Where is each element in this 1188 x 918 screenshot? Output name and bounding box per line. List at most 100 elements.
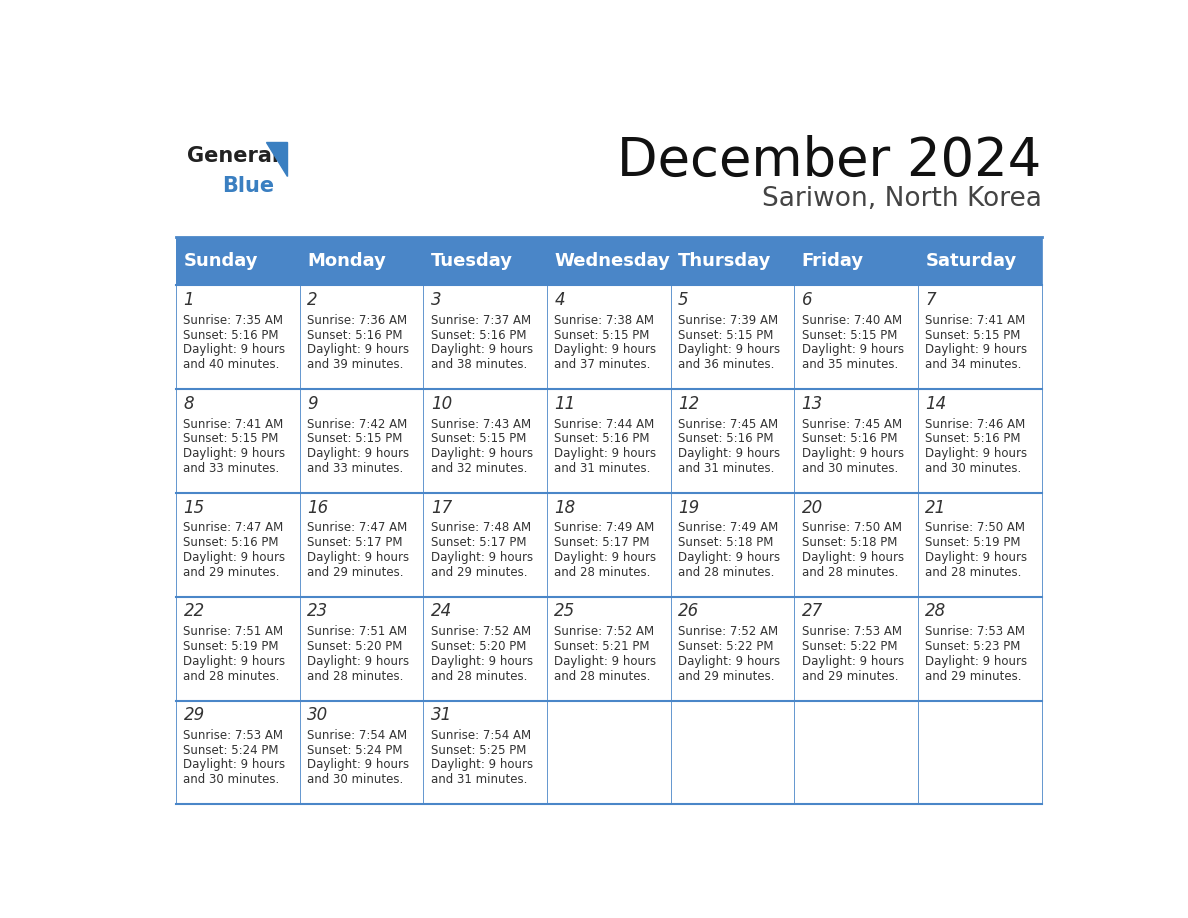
Text: Sunrise: 7:51 AM: Sunrise: 7:51 AM <box>183 625 284 638</box>
Text: and 37 minutes.: and 37 minutes. <box>555 358 651 371</box>
Bar <box>176 238 299 285</box>
Bar <box>795 493 918 597</box>
Text: Sunrise: 7:44 AM: Sunrise: 7:44 AM <box>555 418 655 431</box>
Text: Daylight: 9 hours: Daylight: 9 hours <box>678 551 781 564</box>
Text: Friday: Friday <box>802 252 864 271</box>
Text: 4: 4 <box>555 291 565 309</box>
Text: Daylight: 9 hours: Daylight: 9 hours <box>308 655 409 667</box>
Text: Sunrise: 7:53 AM: Sunrise: 7:53 AM <box>183 729 284 742</box>
Text: and 30 minutes.: and 30 minutes. <box>183 773 279 787</box>
Text: Daylight: 9 hours: Daylight: 9 hours <box>431 551 533 564</box>
Text: and 28 minutes.: and 28 minutes. <box>308 669 404 683</box>
Text: 8: 8 <box>183 395 194 413</box>
Bar <box>795 285 918 389</box>
Text: 5: 5 <box>678 291 689 309</box>
Text: Daylight: 9 hours: Daylight: 9 hours <box>308 551 409 564</box>
Bar <box>918 493 1042 597</box>
Bar <box>299 700 423 804</box>
Text: Sunrise: 7:48 AM: Sunrise: 7:48 AM <box>431 521 531 534</box>
Bar <box>176 493 299 597</box>
Text: 25: 25 <box>555 602 576 621</box>
Text: Sunrise: 7:39 AM: Sunrise: 7:39 AM <box>678 314 778 327</box>
Text: Sunset: 5:15 PM: Sunset: 5:15 PM <box>678 329 773 341</box>
Text: Sunset: 5:20 PM: Sunset: 5:20 PM <box>431 640 526 653</box>
Text: and 33 minutes.: and 33 minutes. <box>183 462 279 475</box>
Text: Sunrise: 7:38 AM: Sunrise: 7:38 AM <box>555 314 655 327</box>
Text: Sunrise: 7:54 AM: Sunrise: 7:54 AM <box>308 729 407 742</box>
Text: Sunset: 5:16 PM: Sunset: 5:16 PM <box>802 432 897 445</box>
Text: Daylight: 9 hours: Daylight: 9 hours <box>431 343 533 356</box>
Text: Daylight: 9 hours: Daylight: 9 hours <box>555 655 657 667</box>
Text: Sunrise: 7:50 AM: Sunrise: 7:50 AM <box>925 521 1025 534</box>
Text: Sunset: 5:15 PM: Sunset: 5:15 PM <box>431 432 526 445</box>
Text: and 28 minutes.: and 28 minutes. <box>678 565 775 579</box>
Text: and 29 minutes.: and 29 minutes. <box>308 565 404 579</box>
Text: Sunrise: 7:53 AM: Sunrise: 7:53 AM <box>802 625 902 638</box>
Text: and 40 minutes.: and 40 minutes. <box>183 358 280 371</box>
Text: Daylight: 9 hours: Daylight: 9 hours <box>925 655 1028 667</box>
Bar <box>546 389 671 493</box>
Text: and 30 minutes.: and 30 minutes. <box>925 462 1022 475</box>
Text: Sunrise: 7:41 AM: Sunrise: 7:41 AM <box>925 314 1025 327</box>
Text: and 35 minutes.: and 35 minutes. <box>802 358 898 371</box>
Text: Thursday: Thursday <box>678 252 771 271</box>
Text: Sunset: 5:20 PM: Sunset: 5:20 PM <box>308 640 403 653</box>
Text: Blue: Blue <box>222 176 274 196</box>
Text: General: General <box>188 145 279 165</box>
Text: Sunset: 5:15 PM: Sunset: 5:15 PM <box>925 329 1020 341</box>
Text: and 30 minutes.: and 30 minutes. <box>802 462 898 475</box>
Text: Daylight: 9 hours: Daylight: 9 hours <box>925 343 1028 356</box>
Text: Sunset: 5:21 PM: Sunset: 5:21 PM <box>555 640 650 653</box>
Text: Daylight: 9 hours: Daylight: 9 hours <box>183 447 285 460</box>
Text: and 31 minutes.: and 31 minutes. <box>431 773 527 787</box>
Bar <box>671 285 795 389</box>
Text: Sunrise: 7:53 AM: Sunrise: 7:53 AM <box>925 625 1025 638</box>
Text: and 29 minutes.: and 29 minutes. <box>802 669 898 683</box>
Bar <box>176 285 299 389</box>
Bar <box>423 700 546 804</box>
Text: Sunset: 5:19 PM: Sunset: 5:19 PM <box>925 536 1020 549</box>
Text: 30: 30 <box>308 706 328 724</box>
Text: 24: 24 <box>431 602 451 621</box>
Text: Sunrise: 7:52 AM: Sunrise: 7:52 AM <box>431 625 531 638</box>
Bar <box>299 285 423 389</box>
Text: and 28 minutes.: and 28 minutes. <box>431 669 527 683</box>
Text: Saturday: Saturday <box>925 252 1017 271</box>
Text: and 28 minutes.: and 28 minutes. <box>802 565 898 579</box>
Text: and 30 minutes.: and 30 minutes. <box>308 773 404 787</box>
Text: Sunrise: 7:37 AM: Sunrise: 7:37 AM <box>431 314 531 327</box>
Text: 13: 13 <box>802 395 823 413</box>
Text: Sunrise: 7:51 AM: Sunrise: 7:51 AM <box>308 625 407 638</box>
Bar <box>795 238 918 285</box>
Bar <box>918 285 1042 389</box>
Text: Sunrise: 7:46 AM: Sunrise: 7:46 AM <box>925 418 1025 431</box>
Bar <box>546 700 671 804</box>
Text: and 32 minutes.: and 32 minutes. <box>431 462 527 475</box>
Bar <box>176 597 299 700</box>
Text: Sunrise: 7:43 AM: Sunrise: 7:43 AM <box>431 418 531 431</box>
Text: Sunset: 5:16 PM: Sunset: 5:16 PM <box>183 536 279 549</box>
Polygon shape <box>266 142 286 176</box>
Text: Sunrise: 7:36 AM: Sunrise: 7:36 AM <box>308 314 407 327</box>
Text: Sunrise: 7:41 AM: Sunrise: 7:41 AM <box>183 418 284 431</box>
Text: Daylight: 9 hours: Daylight: 9 hours <box>802 655 904 667</box>
Text: 22: 22 <box>183 602 204 621</box>
Text: Sunset: 5:25 PM: Sunset: 5:25 PM <box>431 744 526 756</box>
Text: Sunrise: 7:45 AM: Sunrise: 7:45 AM <box>678 418 778 431</box>
Text: Daylight: 9 hours: Daylight: 9 hours <box>431 655 533 667</box>
Text: and 38 minutes.: and 38 minutes. <box>431 358 527 371</box>
Text: and 31 minutes.: and 31 minutes. <box>555 462 651 475</box>
Text: 3: 3 <box>431 291 442 309</box>
Text: Sunset: 5:16 PM: Sunset: 5:16 PM <box>925 432 1020 445</box>
Text: Daylight: 9 hours: Daylight: 9 hours <box>308 343 409 356</box>
Bar <box>795 389 918 493</box>
Text: Sunrise: 7:52 AM: Sunrise: 7:52 AM <box>555 625 655 638</box>
Text: Sunrise: 7:50 AM: Sunrise: 7:50 AM <box>802 521 902 534</box>
Text: Sunset: 5:15 PM: Sunset: 5:15 PM <box>308 432 403 445</box>
Bar <box>546 493 671 597</box>
Text: Sunset: 5:15 PM: Sunset: 5:15 PM <box>802 329 897 341</box>
Text: 31: 31 <box>431 706 451 724</box>
Text: 16: 16 <box>308 498 328 517</box>
Text: 2: 2 <box>308 291 317 309</box>
Bar <box>423 285 546 389</box>
